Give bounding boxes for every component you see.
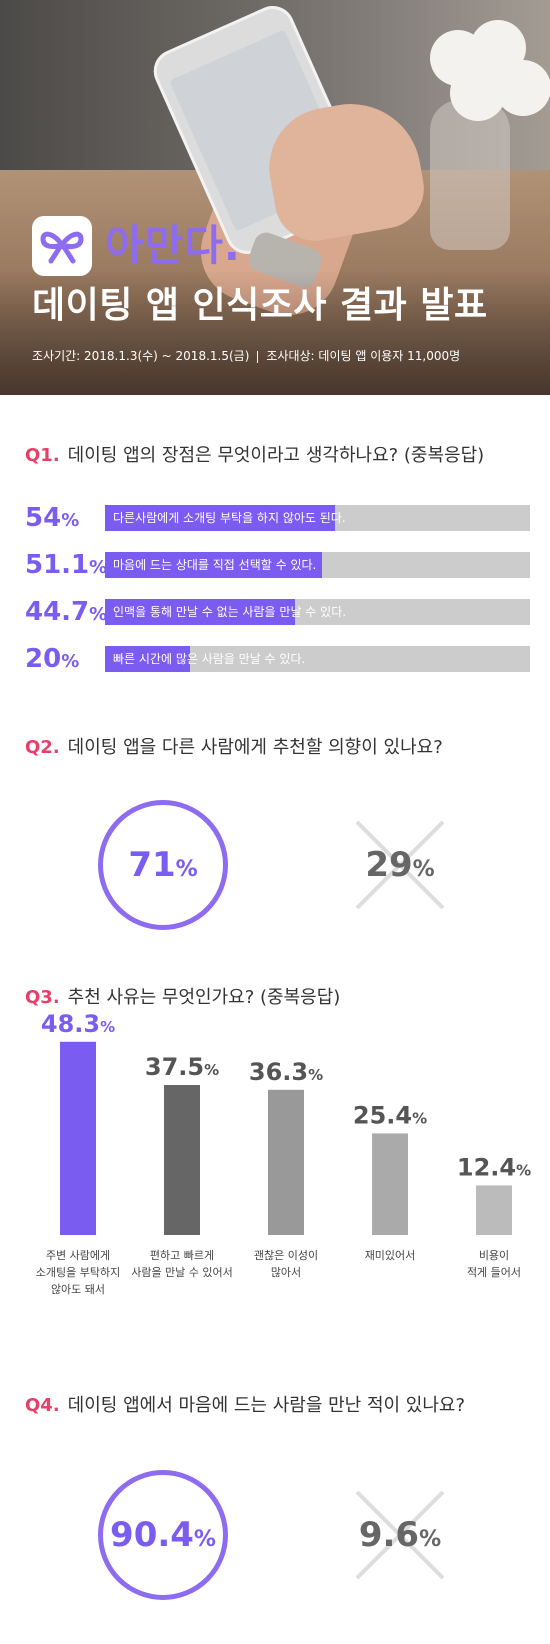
q1-category-label: 인맥을 통해 만날 수 없는 사람을 만날 수 있다. (113, 605, 347, 619)
q1-track: 인맥을 통해 만날 수 없는 사람을 만날 수 있다. (105, 599, 530, 625)
q2-title: Q2. 데이팅 앱을 다른 사람에게 추천할 의향이 있나요? (25, 735, 443, 761)
q1-row-3: 20% 빠른 시간에 많은 사람을 만날 수 있다. (25, 642, 530, 676)
q1-bar (105, 505, 335, 531)
q1-value-label: 54 (25, 503, 62, 533)
q2-yes-circle: 71% (98, 800, 228, 930)
q2-no-value: 29 (365, 845, 413, 885)
q2-unit: % (412, 857, 435, 882)
q2-unit: % (175, 857, 198, 882)
x-icon (355, 820, 445, 910)
hero-banner: 아만다. 데이팅 앱 인식조사 결과 발표 조사기간: 2018.1.3(수) … (0, 0, 550, 395)
q4-title: Q4. 데이팅 앱에서 마음에 드는 사람을 만난 적이 있나요? (25, 1393, 465, 1419)
q1-bar (105, 646, 190, 672)
q1-value-label: 51.1 (25, 550, 90, 580)
q1-track: 빠른 시간에 많은 사람을 만날 수 있다. (105, 646, 530, 672)
ribbon-icon (32, 216, 92, 276)
brand-name: 아만다. (105, 221, 241, 270)
q3-category-label: 소개팅을 부탁하지 (36, 1265, 120, 1279)
q1-track: 마음에 드는 상대를 직접 선택할 수 있다. (105, 552, 530, 578)
survey-period: 조사기간: 2018.1.3(수) ~ 2018.1.5(금) (32, 349, 250, 363)
survey-target: 조사대상: 데이팅 앱 이용자 11,000명 (266, 349, 461, 363)
q3-bar (60, 1041, 96, 1235)
q1-unit: % (89, 557, 108, 578)
q3-bar (268, 1089, 304, 1235)
q1-bar (105, 552, 323, 578)
page-title: 데이팅 앱 인식조사 결과 발표 (32, 285, 488, 326)
vase-image (430, 100, 510, 250)
q3-category-label: 많아서 (271, 1266, 301, 1279)
q4-yes-circle: 90.4% (98, 1470, 228, 1600)
q1-question: 데이팅 앱의 장점은 무엇이라고 생각하나요? (중복응답) (67, 445, 485, 466)
q1-value-label: 20 (25, 644, 62, 674)
q3-category-label: 사람을 만날 수 있어서 (131, 1266, 233, 1279)
q4-number: Q4. (25, 1395, 60, 1416)
q1-bar (105, 599, 295, 625)
q1-unit: % (89, 604, 108, 625)
q4-no-value: 9.6 (358, 1515, 420, 1555)
q3-category-label: 편하고 빠르게 (150, 1248, 214, 1262)
q3-value-label: 48.3% (41, 1010, 115, 1038)
q1-row-0: 54% 다른사람에게 소개팅 부탁을 하지 않아도 된다. (25, 501, 530, 535)
q3-category-label: 주변 사람에게 (46, 1249, 110, 1262)
q1-row-2: 44.7% 인맥을 통해 만날 수 없는 사람을 만날 수 있다. (25, 595, 530, 629)
q2-yes-value: 71 (128, 845, 176, 885)
q3-value-label: 37.5% (145, 1053, 219, 1081)
q3-category-label: 괜찮은 이성이 (254, 1249, 318, 1262)
q1-category-label: 빠른 시간에 많은 사람을 만날 수 있다. (113, 652, 306, 666)
q3-value-label: 36.3% (249, 1058, 323, 1086)
q3-bar (164, 1085, 200, 1235)
q1-category-label: 다른사람에게 소개팅 부탁을 하지 않아도 된다. (113, 511, 346, 525)
q2-no-mark: 29% (335, 800, 465, 930)
q4-yes-value: 90.4 (110, 1515, 194, 1555)
q3-category-label: 적게 들어서 (467, 1266, 521, 1279)
q2-number: Q2. (25, 737, 60, 758)
q3-title: Q3. 추천 사유는 무엇인가요? (중복응답) (25, 985, 340, 1011)
q3-value-label: 25.4% (353, 1101, 427, 1129)
divider (257, 350, 259, 363)
q3-category-label: 비용이 (479, 1249, 509, 1262)
q1-value-label: 44.7 (25, 597, 90, 627)
q4-question: 데이팅 앱에서 마음에 드는 사람을 만난 적이 있나요? (67, 1395, 466, 1416)
q1-title: Q1. 데이팅 앱의 장점은 무엇이라고 생각하나요? (중복응답) (25, 443, 484, 469)
q1-track: 다른사람에게 소개팅 부탁을 하지 않아도 된다. (105, 505, 530, 531)
flowers-image (410, 20, 550, 130)
q1-number: Q1. (25, 445, 60, 466)
q3-question: 추천 사유는 무엇인가요? (중복응답) (67, 987, 341, 1008)
q4-unit: % (419, 1527, 442, 1552)
survey-meta: 조사기간: 2018.1.3(수) ~ 2018.1.5(금) 조사대상: 데이팅… (32, 347, 460, 365)
q1-unit: % (61, 510, 80, 531)
q3-bar (372, 1133, 408, 1235)
q4-unit: % (193, 1527, 216, 1552)
q1-unit: % (61, 651, 80, 672)
q3-bar (476, 1185, 512, 1235)
q4-no-mark: 9.6% (335, 1470, 465, 1600)
q1-category-label: 마음에 드는 상대를 직접 선택할 수 있다. (113, 558, 317, 572)
x-icon (355, 1490, 445, 1580)
q3-category-label: 재미있어서 (365, 1249, 416, 1262)
q1-row-1: 51.1% 마음에 드는 상대를 직접 선택할 수 있다. (25, 548, 530, 582)
q3-number: Q3. (25, 987, 60, 1008)
q2-question: 데이팅 앱을 다른 사람에게 추천할 의향이 있나요? (67, 737, 443, 758)
q3-value-label: 12.4% (457, 1153, 531, 1181)
q3-category-label: 않아도 돼서 (51, 1283, 105, 1296)
